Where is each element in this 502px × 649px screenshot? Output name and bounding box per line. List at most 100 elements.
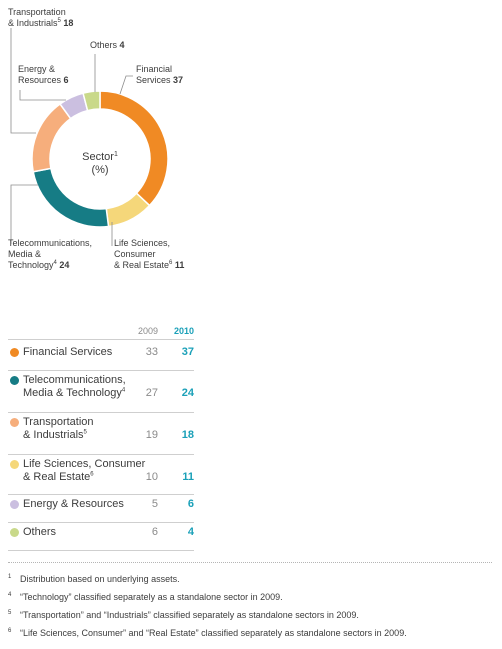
row-label-line: Others (23, 526, 57, 538)
footnote-text: “Technology” classified separately as a … (20, 592, 283, 602)
footnote-number: 5 (8, 610, 12, 616)
footnote-ref: 6 (90, 471, 94, 478)
row-label-line: & Real Estate6 (23, 471, 94, 483)
slice-label-life-sciences: Life Sciences, Consumer & Real Estate6 11 (114, 238, 184, 271)
chart-title: Sector1 (82, 151, 118, 163)
slice-label-line: Energy & (18, 64, 56, 74)
row-label: Transportation & Industrials5 (23, 416, 94, 442)
footnote: 5 “Transportation” and “Industrials” clas… (8, 610, 359, 620)
row-label: Energy & Resources (23, 498, 124, 511)
row-label-line: Life Sciences, Consumer (23, 458, 146, 470)
row-divider (8, 550, 194, 551)
header-2009: 2009 (137, 326, 158, 336)
value-2009: 5 (151, 498, 158, 510)
row-label-line: Media & Technology4 (23, 387, 126, 399)
slice-value: 4 (119, 40, 125, 50)
slice-label-line: & Industrials5 18 (8, 18, 74, 28)
slice-value: 37 (173, 75, 184, 85)
footnote-ref: 6 (169, 260, 173, 266)
table-row: Others 6 4 (8, 523, 194, 548)
slice-label-line: Transportation (8, 7, 66, 17)
table-row: Financial Services 33 37 (8, 343, 194, 368)
footnote-text: “Life Sciences, Consumer” and “Real Esta… (20, 628, 407, 638)
footnote-ref: 4 (53, 260, 57, 266)
value-2010: 18 (181, 429, 194, 441)
slice-label-line: Life Sciences, (114, 238, 171, 248)
slice-label-line: Resources 6 (18, 75, 69, 85)
footnote: 1 Distribution based on underlying assets… (8, 574, 180, 584)
table-row: Transportation & Industrials5 19 18 (8, 413, 194, 452)
value-2009: 27 (145, 387, 158, 399)
value-2009: 33 (145, 346, 158, 358)
row-label-line: Transportation (23, 416, 94, 428)
legend-dot (10, 376, 19, 385)
table-row: Life Sciences, Consumer & Real Estate6 10 1… (8, 455, 194, 492)
row-divider (8, 454, 194, 455)
donut-slice-5 (82, 90, 101, 112)
slice-label-others: Others 4 (90, 40, 125, 51)
footnote-ref: 5 (57, 18, 61, 24)
row-label: Telecommunications, Media & Technology4 (23, 374, 126, 400)
legend-dot (10, 528, 19, 537)
leader-lines (10, 28, 133, 246)
slice-label-line: Technology4 24 (8, 260, 70, 270)
value-2009: 10 (145, 471, 158, 483)
legend-dot (10, 348, 19, 357)
row-divider (8, 494, 194, 495)
row-label: Life Sciences, Consumer & Real Estate6 (23, 458, 145, 484)
row-divider (8, 522, 194, 523)
footnote-number: 1 (8, 574, 12, 580)
slice-label-financial-services: Financial Services 37 (136, 64, 183, 86)
slice-value: 18 (63, 18, 74, 28)
row-label-line: & Industrials5 (23, 429, 87, 441)
footnote-divider (8, 562, 492, 563)
row-label-line: Telecommunications, (23, 374, 126, 386)
slice-label-transportation: Transportation & Industrials5 18 (8, 7, 73, 29)
slice-label-line: Financial (136, 64, 173, 74)
row-divider (8, 412, 194, 413)
footnote-text: Distribution based on underlying assets. (20, 574, 180, 584)
row-divider (8, 370, 194, 371)
table-row: Energy & Resources 5 6 (8, 495, 194, 520)
footnote-ref: 4 (121, 387, 126, 394)
footnote: 4 “Technology” classified separately as a… (8, 592, 283, 602)
slice-value: 6 (63, 75, 69, 85)
row-label-line: Energy & Resources (23, 498, 124, 510)
slice-value: 24 (59, 260, 70, 270)
legend-dot (10, 460, 19, 469)
value-2010: 11 (182, 471, 194, 483)
header-2010: 2010 (173, 326, 194, 336)
value-2010: 6 (187, 498, 194, 510)
slice-label-line: Telecommunications, (8, 238, 93, 248)
slice-label-line: Services 37 (136, 75, 184, 85)
leader-line-4 (19, 90, 66, 101)
leader-line-3 (10, 28, 36, 134)
value-2010: 4 (187, 526, 194, 538)
value-2010: 37 (181, 346, 194, 358)
slice-label-line: & Real Estate6 11 (114, 260, 185, 270)
header-divider (8, 339, 194, 340)
value-2010: 24 (181, 387, 194, 399)
table-header: 2009 2010 (8, 326, 194, 340)
slice-label-energy: Energy & Resources 6 (18, 64, 69, 86)
legend-dot (10, 500, 19, 509)
footnote: 6 “Life Sciences, Consumer” and “Real Est… (8, 628, 407, 638)
donut-slices (31, 90, 169, 228)
row-label: Financial Services (23, 346, 112, 359)
footnote-ref: 5 (83, 429, 87, 436)
chart-unit: (%) (91, 164, 108, 176)
footnote-number: 6 (8, 628, 12, 634)
slice-label-telecommunications: Telecommunications, Media & Technology4 24 (8, 238, 92, 271)
legend-dot (10, 418, 19, 427)
slice-label-line: Others 4 (90, 40, 125, 50)
donut-slice-0 (99, 90, 169, 207)
slice-value: 11 (174, 260, 185, 270)
footnote-number: 4 (8, 592, 12, 598)
row-label-line: Financial Services (23, 346, 113, 358)
value-2009: 6 (151, 526, 158, 538)
footnote-text: “Transportation” and “Industrials” class… (20, 610, 359, 620)
row-label: Others (23, 526, 56, 539)
slice-label-line: Consumer (114, 249, 156, 259)
slice-label-line: Media & (8, 249, 42, 259)
leader-line-2 (10, 184, 38, 244)
